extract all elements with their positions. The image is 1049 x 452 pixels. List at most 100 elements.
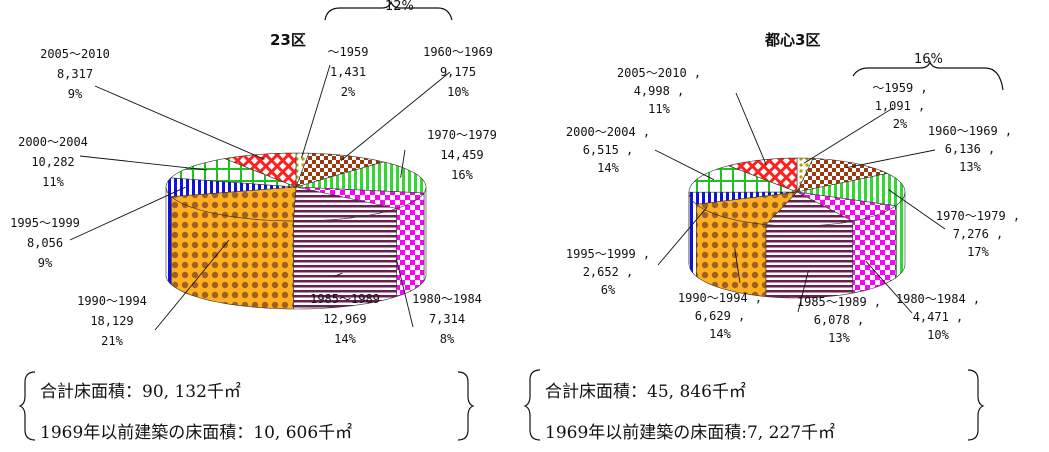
slice-label-period: 1985～1989 , [797, 295, 881, 309]
slice-label-percent: 17% [967, 245, 989, 259]
slice-label-value: 6,136 , [945, 142, 996, 156]
leader-line-3 [395, 258, 414, 328]
slice-3 [295, 186, 425, 209]
slice-label-period: ～1959 [328, 45, 369, 59]
slice-label-percent: 6% [601, 283, 616, 297]
slice-2 [295, 161, 427, 194]
leader-line-4 [797, 270, 809, 313]
slice-label-period: 1980～1984 [412, 292, 482, 306]
slice-label-value: 1,091 , [875, 99, 926, 113]
slice-5 [170, 186, 297, 222]
slice-8 [727, 157, 798, 193]
slice-label-value: 4,471 , [913, 310, 964, 324]
slice-label-percent: 11% [648, 102, 670, 116]
leader-line-3 [865, 260, 913, 314]
leader-line-5 [734, 248, 741, 284]
slice-6 [688, 191, 798, 205]
slice-label-period: 2000～2004 [18, 135, 88, 149]
brace-left [18, 371, 36, 441]
slice-label-period: 1960～1969 [423, 45, 493, 59]
total-floor-area: 合計床面積：90, 132千㎡ [40, 382, 241, 402]
slice-label-value: 12,969 [323, 312, 366, 326]
labels-23ku: ～1959 1,431 2% 1960～1969 9,175 10% 1970～1979 14… [10, 45, 497, 348]
slice-label-period: 1990～1994 [77, 294, 147, 308]
slice-label-value: 7,314 [429, 312, 465, 326]
pie-23ku [165, 152, 427, 310]
slice-4 [765, 191, 854, 227]
slice-label-period: 1985～1989 [310, 292, 380, 306]
slice-label-value: 9,175 [440, 65, 476, 79]
slice-label-percent: 14% [597, 161, 619, 175]
slice-label-period: ～1959 , [872, 81, 927, 95]
pie-toshin3ku [688, 157, 906, 299]
slice-label-percent: 13% [959, 160, 981, 174]
bracket-label: 16% [914, 52, 943, 67]
slice-label-percent: 10% [927, 328, 949, 342]
brace-right [967, 369, 985, 441]
slice-5 [695, 191, 798, 225]
slice-4 [293, 186, 398, 222]
total-floor-area: 合計床面積：45, 846千㎡ [545, 382, 746, 402]
slice-label-period: 1970～1979 [427, 128, 497, 142]
chart-title: 都心3区 [764, 31, 820, 49]
brace-right [457, 371, 475, 441]
slice-label-percent: 2% [341, 85, 356, 99]
slice-side-6 [165, 187, 172, 286]
slice-label-value: 7,276 , [953, 227, 1004, 241]
leader-line-8 [735, 92, 767, 165]
slice-label-period: 1995～1999 [10, 216, 80, 230]
slice-label-percent: 16% [451, 168, 473, 182]
slice-label-percent: 11% [42, 175, 64, 189]
labels-toshin3ku: ～1959 , 1,091 , 2% 1960～1969 , 6,136 , 13% 197… [566, 66, 1020, 345]
slice-label-percent: 9% [68, 87, 83, 101]
slice-label-percent: 10% [447, 85, 469, 99]
slice-label-value: 2,652 , [583, 265, 634, 279]
leader-line-0 [803, 107, 894, 164]
slice-7 [688, 165, 798, 193]
slice-side-3 [396, 192, 425, 297]
leader-line-7 [79, 155, 207, 171]
bracket [324, 0, 453, 21]
slice-label-period: 2005～2010 , [617, 66, 701, 80]
slice-label-percent: 2% [893, 117, 908, 131]
slice-1 [796, 158, 889, 193]
leader-line-2 [400, 149, 406, 178]
leader-line-7 [654, 149, 715, 181]
slice-label-percent: 14% [334, 332, 356, 346]
slice-label-value: 8,317 [57, 67, 93, 81]
slice-3 [796, 191, 897, 222]
slice-label-period: 1995～1999 , [566, 247, 650, 261]
slice-label-value: 18,129 [90, 314, 133, 328]
leader-line-4 [334, 272, 343, 277]
leader-line-0 [301, 64, 331, 159]
slice-label-period: 1970～1979 , [936, 209, 1020, 223]
slice-label-period: 1960～1969 , [928, 124, 1012, 138]
leader-line-2 [888, 189, 946, 230]
slice-label-value: 6,629 , [695, 309, 746, 323]
slice-label-period: 1990～1994 , [678, 291, 762, 305]
slice-label-value: 4,998 , [634, 84, 685, 98]
slice-label-percent: 21% [101, 334, 123, 348]
slice-label-percent: 8% [440, 332, 455, 346]
leader-line-1 [340, 71, 451, 161]
slice-label-period: 2000～2004 , [566, 125, 650, 139]
slice-side-6 [688, 192, 697, 277]
leader-line-6 [657, 207, 708, 266]
slice-label-value: 6,515 , [583, 143, 634, 157]
slice-1 [295, 152, 384, 188]
brace-left [523, 369, 541, 441]
slice-label-value: 6,078 , [814, 313, 865, 327]
slice-label-value: 8,056 [27, 236, 63, 250]
pre-1969-floor-area: 1969年以前建築の床面積:7, 227千㎡ [545, 423, 835, 443]
slice-label-value: 1,431 [330, 65, 366, 79]
slice-label-percent: 9% [38, 256, 53, 270]
chart-toshin3ku: 都心3区 16% ～1959 , 1,091 , 2% 1960～1969 , 6,13… [523, 31, 1020, 443]
chart-title: 23区 [270, 31, 306, 49]
slice-8 [223, 152, 297, 188]
pre-1969-floor-area: 1969年以前建築の床面積：10, 606千㎡ [40, 423, 352, 443]
slice-label-value: 10,282 [31, 155, 74, 169]
slice-label-percent: 13% [828, 331, 850, 345]
leader-line-6 [69, 186, 186, 241]
slice-2 [796, 173, 906, 207]
